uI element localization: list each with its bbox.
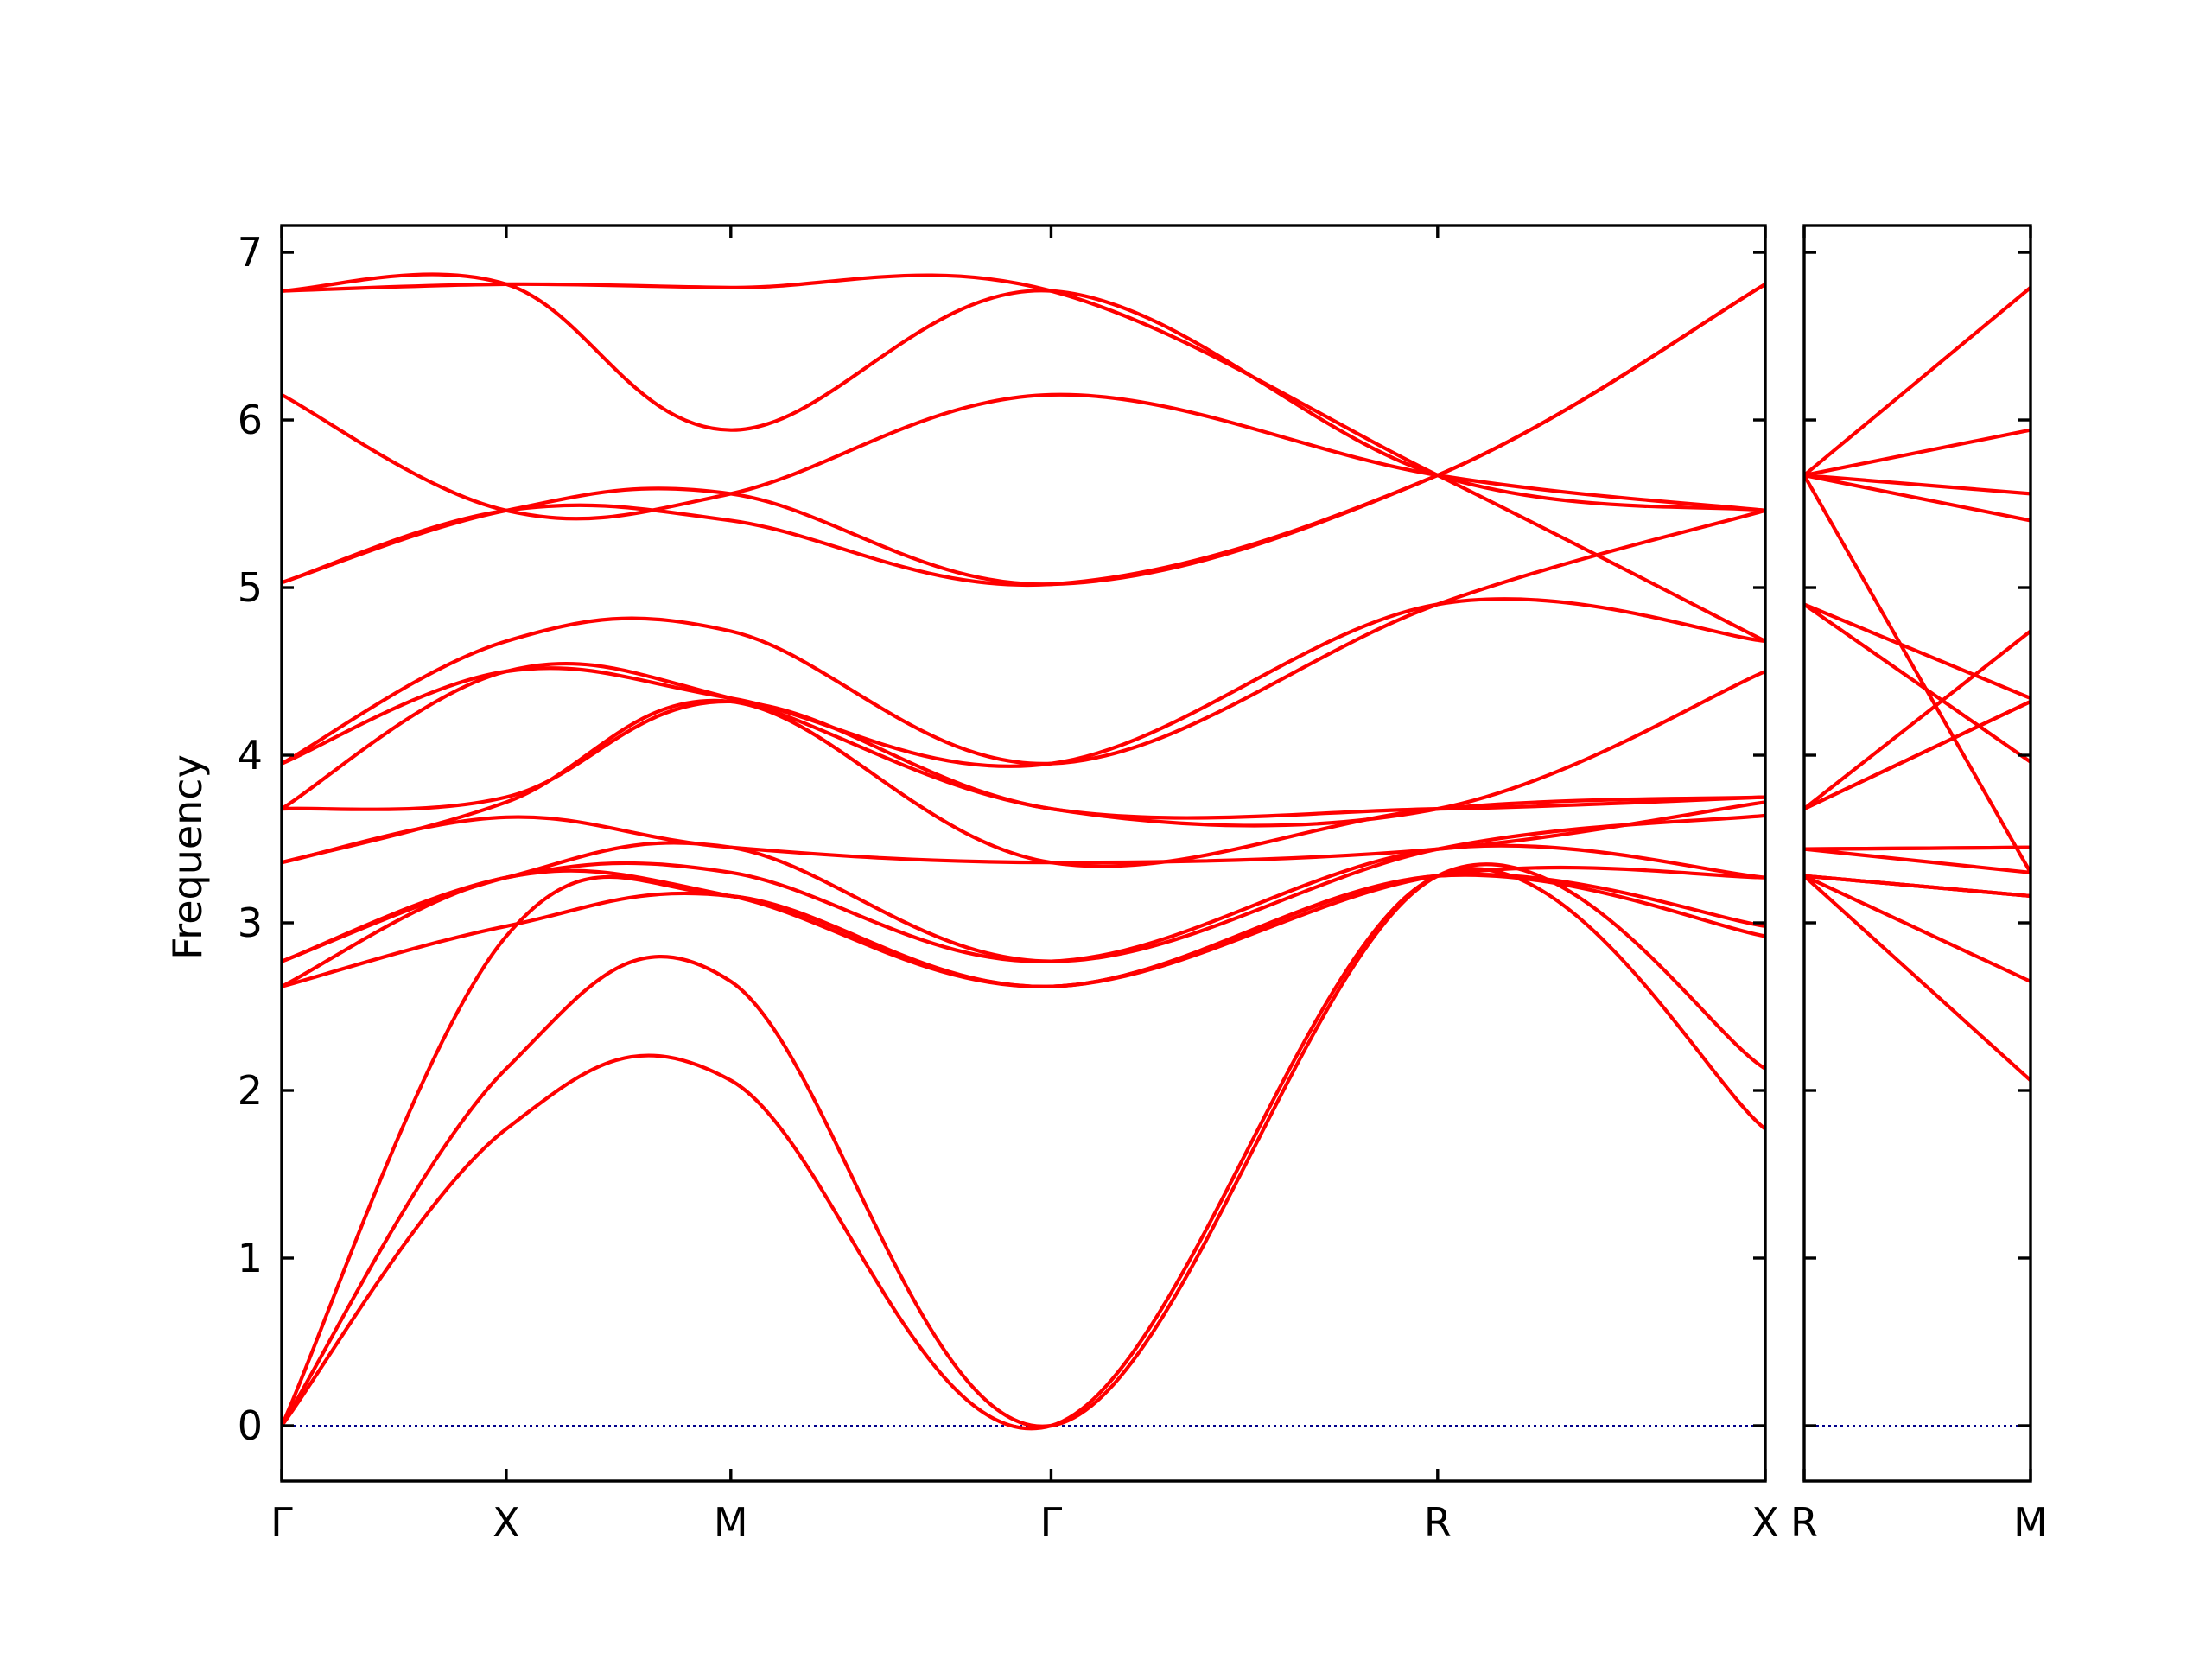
band-line [282,867,1765,1431]
band-line [1804,428,2031,478]
band-line [1804,602,2031,701]
band-line [1804,473,2031,523]
x-tick-label: R [1424,1499,1452,1546]
band-line [1804,602,2031,764]
band-line [1804,473,2031,874]
x-tick-label: X [1751,1499,1779,1546]
y-tick-label: 7 [238,229,263,276]
y-tick-label: 3 [238,899,263,946]
y-tick-label: 0 [238,1402,263,1449]
band-line [1804,285,2031,478]
band-line [1804,847,2031,874]
band-line [1804,473,2031,496]
x-tick-label: M [714,1499,748,1546]
band-line [1804,629,2031,811]
band-line [282,508,1765,766]
x-tick-label: Γ [1040,1499,1063,1546]
axes-frame [1802,224,2032,1483]
y-tick-label: 5 [238,564,263,611]
band-line [1804,874,2031,1083]
band-line [282,800,1765,865]
x-tick-label: Γ [270,1499,293,1546]
band-line [282,273,1765,644]
band-line [1804,874,2031,899]
band-line [282,392,1765,521]
x-tick-label: M [2013,1499,2048,1546]
band-line [282,862,1765,1428]
band-line [282,813,1765,963]
y-axis-label: Frequency [164,754,211,960]
y-tick-label: 6 [238,397,263,443]
band-line [282,698,1765,868]
band-line [282,597,1765,768]
band-lines [282,272,1765,1431]
panel-1: 0 1 2 3 4 5 6 7 Γ X M Γ R X [238,224,1779,1546]
band-lines [1804,285,2031,1083]
x-tick-label: X [493,1499,520,1546]
axes-frame [280,224,1767,1483]
band-line [1804,699,2031,811]
band-line [282,699,1765,820]
band-line [1804,845,2031,851]
y-tick-label: 4 [238,732,263,779]
x-tick-label: R [1790,1499,1818,1546]
y-tick-label: 1 [238,1235,263,1281]
y-tick-label: 2 [238,1067,263,1114]
band-line [1804,874,2031,983]
